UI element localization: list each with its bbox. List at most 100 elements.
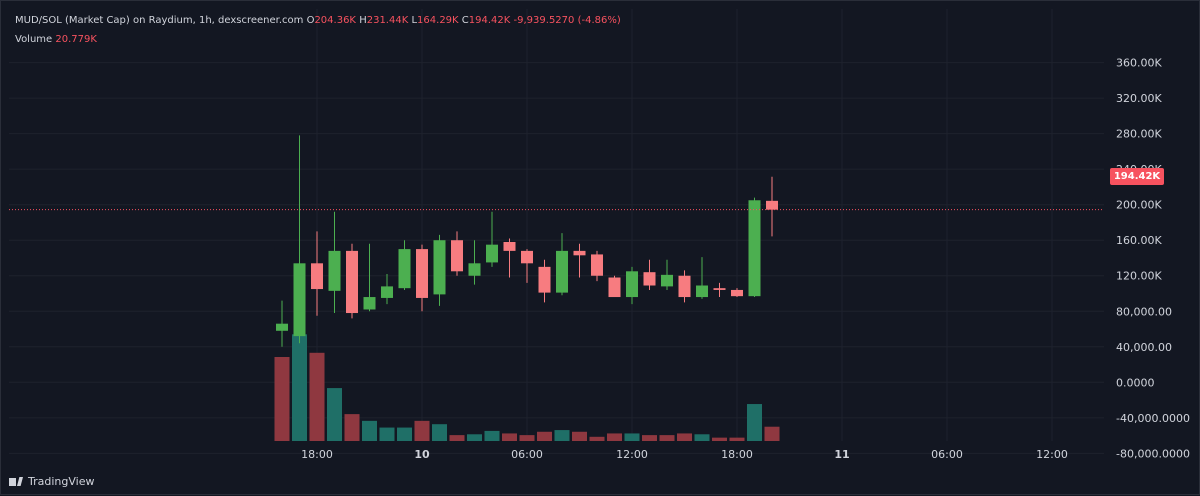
candle-body	[311, 263, 323, 290]
time-axis[interactable]: 18:00 10 06:00 12:00 18:00 11 06:00 12:00	[301, 448, 1068, 461]
candle-body	[363, 297, 376, 310]
time-tick-label: 12:00	[616, 448, 648, 461]
volume-bar	[694, 434, 710, 441]
high-value: 231.44K	[366, 15, 409, 26]
price-tick-label: 0.0000	[1116, 376, 1155, 389]
volume-bar	[729, 437, 745, 441]
volume-bar	[519, 435, 535, 441]
low-label: L	[411, 15, 418, 26]
tradingview-brand: TradingView	[28, 475, 95, 488]
volume-bar	[659, 435, 675, 441]
last-price-tag: 194.42K	[1110, 168, 1164, 185]
volume-bar	[484, 430, 500, 441]
legend-row-ohlc: MUD/SOL (Market Cap) on Raydium, 1h, dex…	[15, 14, 621, 28]
volume-bar	[344, 414, 360, 441]
price-tick-label: 40,000.00	[1116, 341, 1172, 354]
tradingview-logo-icon	[9, 477, 23, 486]
price-tick-label: 280.00K	[1116, 128, 1162, 141]
volume-bar	[764, 426, 780, 441]
candle-body	[416, 249, 428, 298]
time-tick-label: 10	[414, 448, 430, 461]
tradingview-attribution[interactable]: TradingView	[9, 475, 94, 488]
time-tick-label: 11	[834, 448, 849, 461]
volume-bar	[642, 435, 657, 441]
volume-bar	[607, 433, 622, 441]
chart-legend: MUD/SOL (Market Cap) on Raydium, 1h, dex…	[15, 14, 621, 47]
volume-bar	[502, 433, 517, 441]
volume-bars	[274, 334, 780, 441]
volume-bar	[572, 431, 587, 441]
candle-body	[661, 274, 673, 287]
candle-body	[608, 277, 621, 298]
price-axis[interactable]: 360.00K320.00K280.00K240.00K200.00K160.0…	[1116, 57, 1190, 461]
volume-bar	[467, 434, 482, 441]
change-value: -9,939.5270 (-4.86%)	[513, 15, 621, 26]
volume-bar	[554, 430, 570, 441]
candle-body	[748, 200, 761, 297]
candle-body	[346, 250, 358, 314]
time-tick-label: 06:00	[931, 448, 963, 461]
volume-bar	[397, 427, 412, 441]
volume-bar	[327, 388, 342, 441]
candle-body	[451, 240, 463, 272]
candle-body	[766, 200, 778, 210]
legend-row-volume: Volume 20.779K	[15, 33, 621, 47]
volume-label[interactable]: Volume	[15, 34, 53, 45]
time-tick-label: 18:00	[721, 448, 753, 461]
candle-body	[556, 250, 568, 293]
price-tick-label: 360.00K	[1116, 57, 1162, 70]
symbol-title[interactable]: MUD/SOL (Market Cap) on Raydium, 1h, dex…	[15, 15, 304, 26]
time-tick-label: 12:00	[1036, 448, 1068, 461]
time-tick-label: 18:00	[301, 448, 333, 461]
candle-body	[678, 275, 691, 298]
volume-bar	[589, 436, 605, 441]
volume-bar	[274, 357, 290, 441]
candle-body	[486, 244, 498, 263]
price-tick-label: 320.00K	[1116, 92, 1162, 105]
candle-body	[398, 249, 411, 289]
candle-body	[573, 250, 586, 256]
candle-body	[731, 289, 743, 297]
candles	[276, 135, 778, 347]
candle-body	[503, 241, 516, 251]
volume-bar	[309, 352, 325, 441]
open-value: 204.36K	[314, 15, 356, 26]
volume-bar	[414, 420, 430, 441]
candle-body	[643, 272, 656, 286]
candle-body	[433, 240, 446, 295]
volume-value: 20.779K	[55, 34, 97, 45]
price-tick-label: -80,000.0000	[1116, 447, 1190, 460]
close-value: 194.42K	[468, 15, 511, 26]
volume-bar	[292, 334, 307, 441]
candle-body	[538, 266, 551, 293]
candle-body	[468, 263, 481, 276]
price-tick-label: 80,000.00	[1116, 305, 1172, 318]
candle-body	[713, 288, 726, 290]
candle-body	[328, 250, 341, 291]
low-value: 164.29K	[417, 15, 459, 26]
volume-bar	[432, 424, 447, 441]
candle-body	[696, 285, 708, 298]
grid-lines	[9, 9, 1104, 454]
volume-bar	[537, 431, 552, 441]
price-tick-label: -40,000.0000	[1116, 412, 1190, 425]
volume-bar	[677, 433, 692, 441]
price-tick-label: 120.00K	[1116, 270, 1162, 283]
price-tick-label: 160.00K	[1116, 234, 1162, 247]
volume-bar	[624, 433, 640, 441]
price-tick-label: 200.00K	[1116, 199, 1162, 212]
volume-bar	[362, 420, 377, 441]
volume-bar	[449, 435, 465, 441]
volume-bar	[747, 404, 762, 441]
candle-body	[626, 271, 638, 298]
open-label: O	[306, 15, 315, 26]
candle-body	[293, 263, 306, 337]
candle-body	[381, 286, 393, 298]
high-label: H	[359, 15, 367, 26]
candle-body	[591, 254, 603, 276]
volume-bar	[712, 437, 727, 441]
candle-body	[521, 250, 533, 264]
time-tick-label: 06:00	[511, 448, 543, 461]
